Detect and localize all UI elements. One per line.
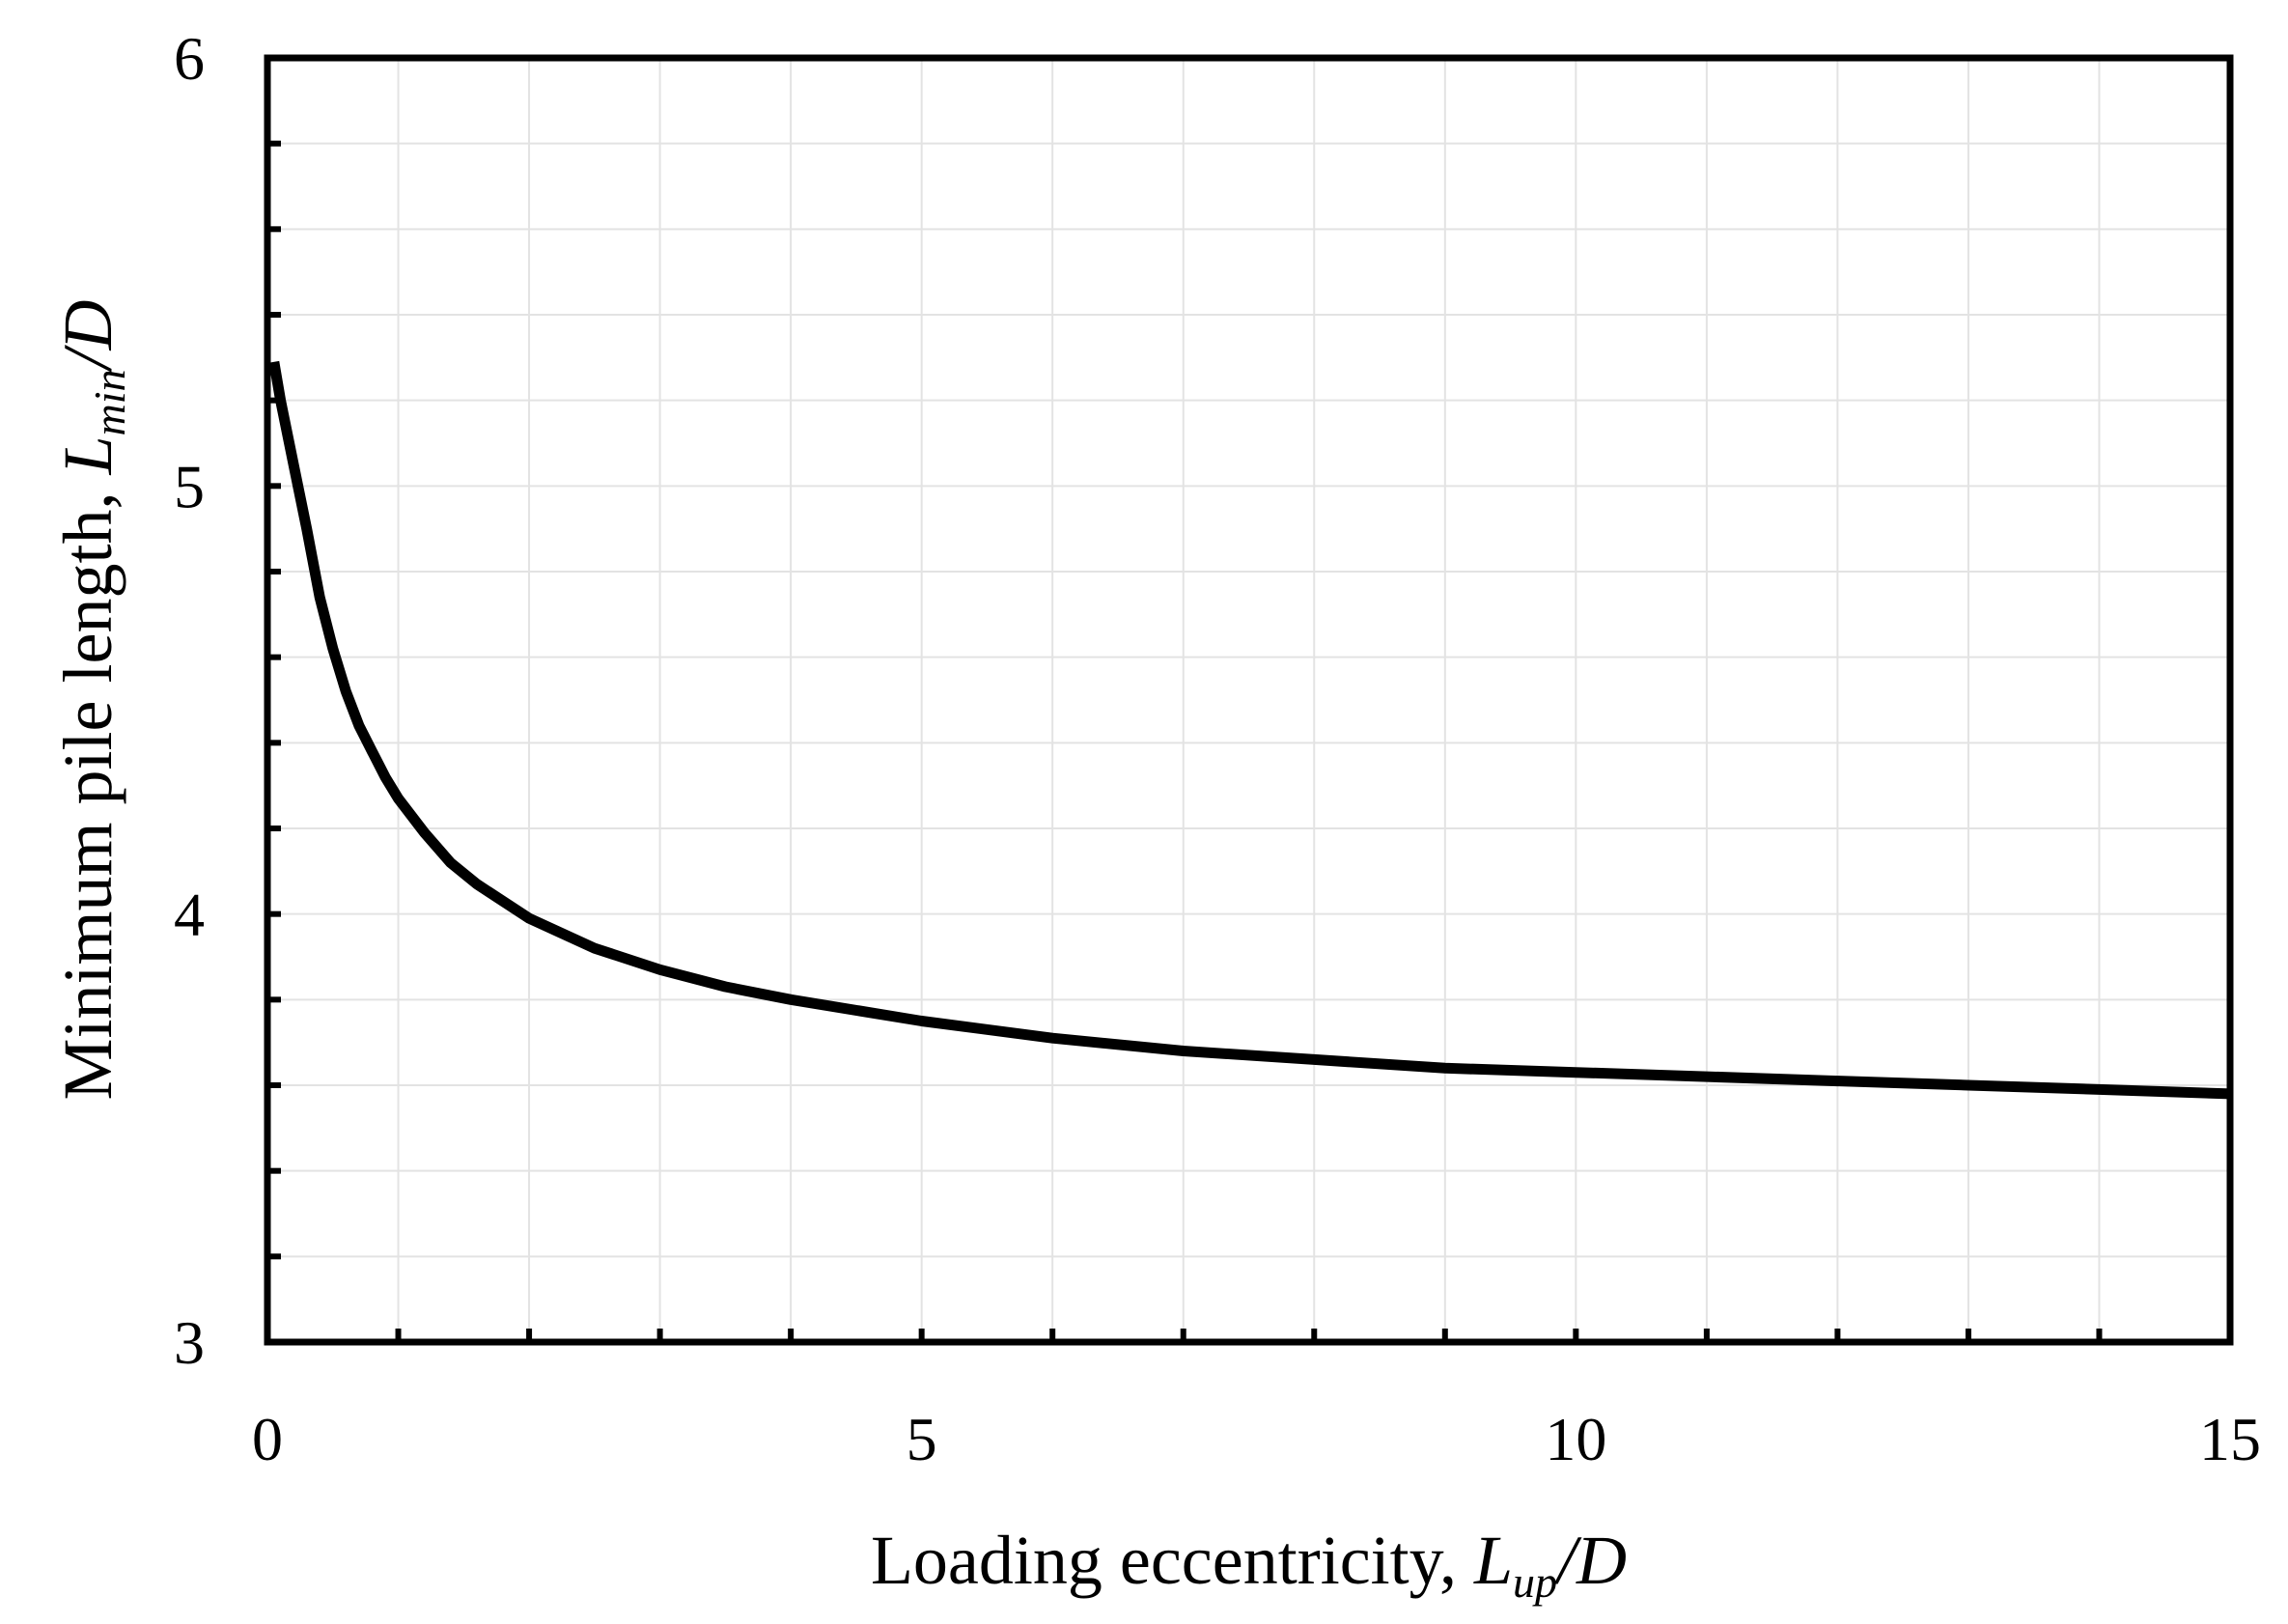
y-tick-labels: 3 4 5 6 xyxy=(174,24,205,1377)
series-line-0 xyxy=(268,360,2231,1100)
x-axis-title-symbol: L xyxy=(1473,1522,1513,1599)
y-axis-title-suffix: /D xyxy=(49,299,126,373)
plot-frame xyxy=(264,54,2234,1346)
x-axis-title-suffix: /D xyxy=(1553,1522,1627,1599)
y-tick-label-1: 4 xyxy=(174,881,205,949)
y-axis-title-subscript: min xyxy=(85,369,134,435)
y-tick-label-3: 6 xyxy=(174,24,205,93)
x-tick-label-2: 10 xyxy=(1545,1405,1606,1473)
y-axis-title-symbol: L xyxy=(49,435,126,475)
y-axis-title: Minimum pile length, Lmin/D xyxy=(49,299,134,1100)
y-tick-label-0: 3 xyxy=(174,1308,205,1377)
x-axis-title: Loading eccentricity, Lup/D xyxy=(871,1522,1627,1607)
x-tick-label-0: 0 xyxy=(252,1405,283,1473)
x-axis-title-subscript: up xyxy=(1513,1557,1557,1607)
y-axis-title-prefix: Minimum pile length, xyxy=(49,475,126,1101)
y-tick-label-2: 5 xyxy=(174,452,205,520)
grid-lines xyxy=(267,58,2230,1342)
x-axis-title-prefix: Loading eccentricity, xyxy=(871,1522,1474,1599)
x-tick-label-1: 5 xyxy=(907,1405,937,1473)
x-tick-label-3: 15 xyxy=(2199,1405,2261,1473)
x-tick-labels: 0 5 10 15 xyxy=(252,1405,2261,1473)
